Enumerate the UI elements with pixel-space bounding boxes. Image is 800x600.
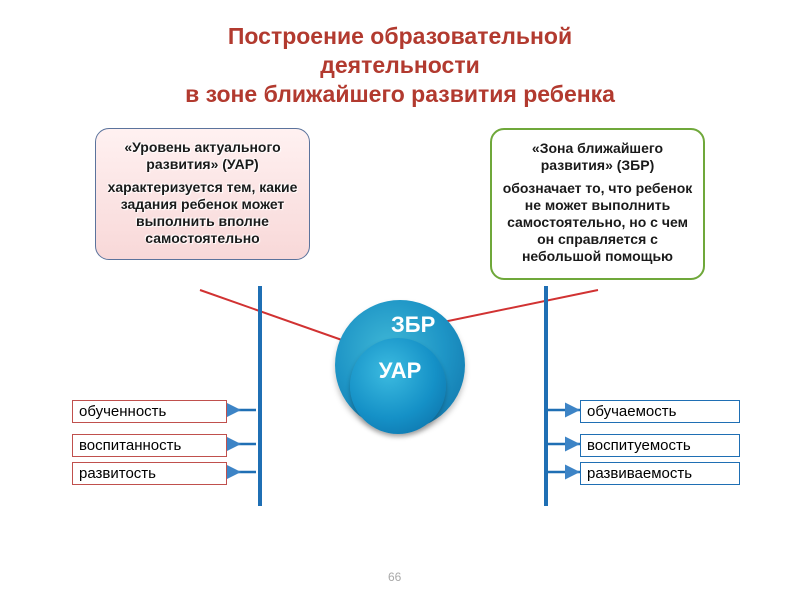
right-tag-2: развиваемость	[580, 462, 740, 485]
right-tag-0: обучаемость	[580, 400, 740, 423]
right-tag-1: воспитуемость	[580, 434, 740, 457]
title-line-2: деятельности	[320, 52, 479, 78]
left-tag-1: воспитанность	[72, 434, 227, 457]
uar-circle: УАР	[350, 338, 446, 434]
title-line-3: в зоне ближайшего развития ребенка	[185, 81, 615, 107]
uar-circle-label: УАР	[374, 360, 426, 382]
left-tag-2: развитость	[72, 462, 227, 485]
zbr-box-body: обозначает то, что ребенок не может выпо…	[502, 180, 693, 265]
zbr-box-head: «Зона ближайшего развития» (ЗБР)	[502, 140, 693, 174]
page-title: Построение образовательной деятельности …	[0, 0, 800, 108]
uar-box-head: «Уровень актуального развития» (УАР)	[106, 139, 299, 173]
slide-number: 66	[388, 570, 401, 584]
left-tag-0: обученность	[72, 400, 227, 423]
zbr-definition-box: «Зона ближайшего развития» (ЗБР) обознач…	[490, 128, 705, 280]
uar-definition-box: «Уровень актуального развития» (УАР) хар…	[95, 128, 310, 260]
zbr-circle-label: ЗБР	[391, 314, 431, 336]
title-line-1: Построение образовательной	[228, 23, 572, 49]
uar-box-body: характеризуется тем, какие задания ребен…	[106, 179, 299, 247]
left-vertical-line	[258, 286, 262, 506]
right-vertical-line	[544, 286, 548, 506]
